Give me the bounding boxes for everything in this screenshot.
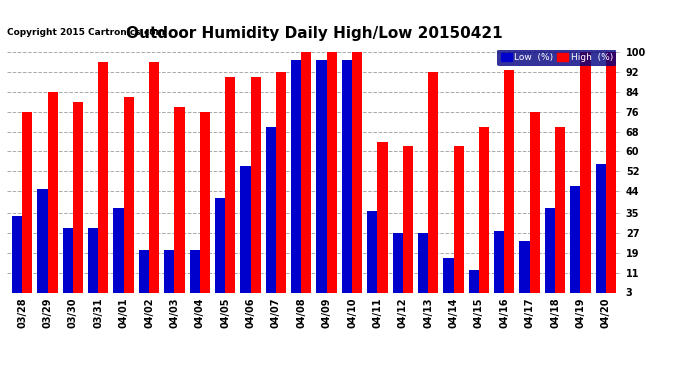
Bar: [240, 166, 250, 292]
Bar: [444, 258, 453, 292]
Title: Outdoor Humidity Daily High/Low 20150421: Outdoor Humidity Daily High/Low 20150421: [126, 26, 502, 41]
Bar: [63, 228, 73, 292]
Bar: [124, 97, 134, 292]
Bar: [98, 62, 108, 292]
Bar: [225, 77, 235, 292]
Bar: [479, 127, 489, 292]
Bar: [377, 141, 388, 292]
Bar: [342, 60, 352, 292]
Bar: [580, 53, 591, 292]
Bar: [555, 127, 565, 292]
Bar: [418, 233, 428, 292]
Bar: [37, 189, 48, 292]
Bar: [276, 72, 286, 292]
Bar: [428, 72, 438, 292]
Bar: [22, 112, 32, 292]
Bar: [113, 209, 124, 292]
Bar: [520, 240, 530, 292]
Bar: [291, 60, 302, 292]
Bar: [164, 251, 175, 292]
Bar: [570, 186, 580, 292]
Bar: [403, 147, 413, 292]
Text: Copyright 2015 Cartronics.com: Copyright 2015 Cartronics.com: [7, 28, 165, 37]
Bar: [139, 251, 149, 292]
Bar: [48, 92, 58, 292]
Bar: [326, 53, 337, 292]
Bar: [73, 102, 83, 292]
Bar: [352, 53, 362, 292]
Bar: [88, 228, 98, 292]
Bar: [12, 216, 22, 292]
Bar: [302, 53, 311, 292]
Bar: [595, 164, 606, 292]
Bar: [317, 60, 326, 292]
Bar: [215, 198, 225, 292]
Bar: [367, 211, 377, 292]
Bar: [453, 147, 464, 292]
Bar: [250, 77, 261, 292]
Bar: [469, 270, 479, 292]
Bar: [530, 112, 540, 292]
Bar: [266, 127, 276, 292]
Bar: [200, 112, 210, 292]
Bar: [149, 62, 159, 292]
Bar: [175, 107, 184, 292]
Bar: [393, 233, 403, 292]
Bar: [494, 231, 504, 292]
Bar: [545, 209, 555, 292]
Bar: [190, 251, 200, 292]
Legend: Low  (%), High  (%): Low (%), High (%): [497, 50, 616, 66]
Bar: [606, 53, 616, 292]
Bar: [504, 70, 515, 292]
